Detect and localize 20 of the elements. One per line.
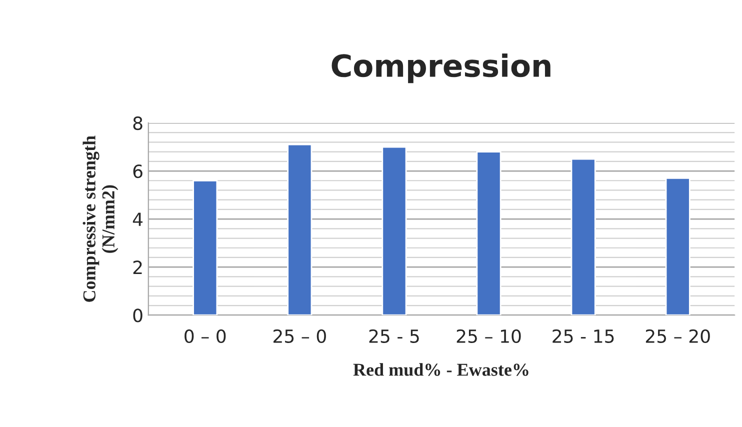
bar bbox=[287, 144, 312, 316]
x-tick-label: 0 – 0 bbox=[184, 329, 226, 343]
x-tick-label: 25 – 0 bbox=[274, 329, 326, 343]
y-tick-label: 0 bbox=[133, 308, 142, 322]
y-tick-label: 4 bbox=[132, 212, 143, 226]
x-tick-label: 25 - 5 bbox=[369, 329, 419, 343]
x-tick-label: 25 – 20 bbox=[646, 329, 710, 343]
x-axis-title: Red mud% - Ewaste% bbox=[353, 363, 528, 376]
bar bbox=[192, 180, 218, 316]
chart-title: Compression bbox=[332, 54, 550, 84]
x-tick-label: 25 – 10 bbox=[456, 329, 521, 343]
y-tick-label: 8 bbox=[133, 116, 142, 130]
bar bbox=[382, 146, 407, 316]
bar bbox=[476, 151, 502, 316]
x-tick-label: 25 - 15 bbox=[552, 329, 614, 343]
y-axis-title: Compressive strength (N/mm2) bbox=[82, 136, 118, 302]
bar bbox=[570, 158, 596, 316]
y-tick-label: 2 bbox=[133, 260, 142, 274]
y-tick-label: 6 bbox=[133, 164, 142, 178]
bar bbox=[665, 178, 690, 316]
